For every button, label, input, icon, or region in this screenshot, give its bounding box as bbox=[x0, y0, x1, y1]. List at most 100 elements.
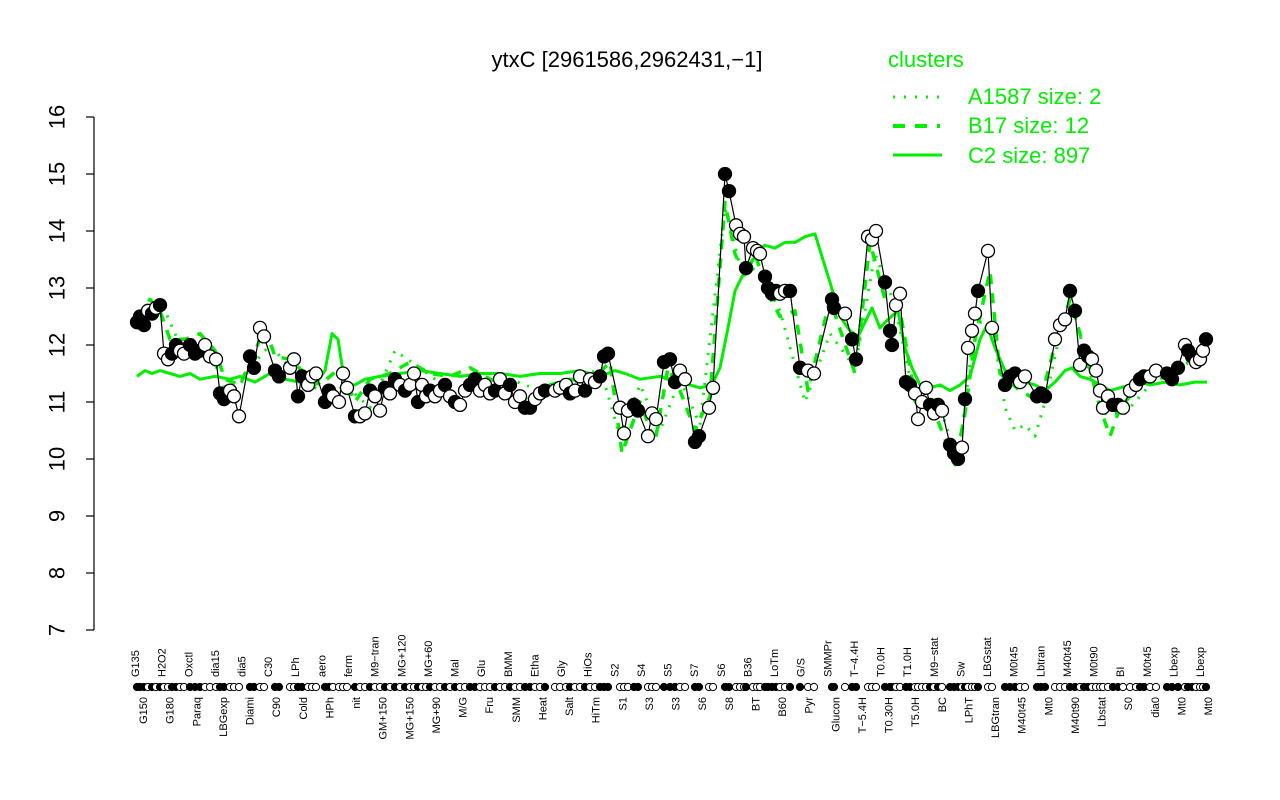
data-point bbox=[136, 317, 152, 333]
x-tick-label: dia15 bbox=[210, 650, 222, 677]
x-tick-label: M/G bbox=[458, 697, 470, 718]
x-condition-mark bbox=[851, 682, 861, 692]
x-tick-label: aero bbox=[316, 655, 328, 677]
x-tick-label: ferm bbox=[343, 655, 355, 677]
y-tick-label: 9 bbox=[45, 510, 70, 522]
data-point bbox=[1047, 332, 1063, 347]
data-point bbox=[960, 340, 976, 356]
data-point bbox=[1062, 283, 1078, 299]
data-point bbox=[892, 286, 908, 301]
x-condition-mark bbox=[603, 682, 613, 692]
x-tick-label: H2O2 bbox=[157, 648, 169, 677]
x-tick-label: GM+150 bbox=[378, 697, 390, 740]
x-tick-label: Etha bbox=[529, 653, 541, 677]
x-tick-label: S4 bbox=[636, 664, 648, 677]
x-tick-label: LBGexp bbox=[218, 697, 230, 737]
x-condition-mark bbox=[633, 682, 643, 692]
x-tick-label: S2 bbox=[609, 664, 621, 677]
x-tick-label: Lbtran bbox=[1035, 646, 1047, 677]
data-point bbox=[331, 394, 347, 410]
data-point bbox=[372, 403, 388, 418]
data-point bbox=[884, 337, 900, 353]
x-tick-label: Pyr bbox=[804, 697, 816, 714]
data-point bbox=[290, 389, 306, 404]
x-tick-label: LPhT bbox=[963, 697, 975, 724]
x-tick-label: S1 bbox=[617, 697, 629, 710]
data-point bbox=[721, 183, 737, 199]
x-tick-label: C90 bbox=[271, 697, 283, 717]
data-point bbox=[502, 377, 518, 393]
data-point bbox=[648, 411, 664, 427]
data-point bbox=[406, 366, 422, 381]
x-condition-mark bbox=[840, 682, 850, 692]
x-tick-label: Heat bbox=[537, 697, 549, 720]
x-condition-mark bbox=[795, 682, 805, 692]
data-point bbox=[736, 229, 752, 244]
data-point bbox=[964, 323, 980, 338]
x-tick-label: Mt0 bbox=[1203, 697, 1215, 715]
data-point bbox=[934, 403, 950, 418]
x-tick-label: Mt0 bbox=[1043, 697, 1055, 715]
data-point bbox=[677, 372, 693, 387]
x-tick-label: Lbstat bbox=[1097, 697, 1109, 727]
x-condition-mark bbox=[540, 682, 550, 692]
data-point bbox=[1037, 389, 1053, 404]
y-tick-label: 8 bbox=[45, 567, 70, 579]
x-tick-label: SMMPr bbox=[822, 640, 834, 677]
x-tick-label: M40t45 bbox=[1017, 697, 1029, 734]
data-point bbox=[1115, 400, 1131, 415]
data-point bbox=[1088, 363, 1104, 378]
x-tick-label: C30 bbox=[263, 657, 275, 677]
data-point bbox=[357, 406, 373, 421]
x-condition-mark bbox=[809, 682, 819, 692]
x-tick-label: Oxctl bbox=[183, 652, 195, 677]
x-tick-label: BT bbox=[750, 697, 762, 711]
data-point bbox=[837, 306, 853, 321]
x-tick-label: Lbexp bbox=[1195, 647, 1207, 677]
x-tick-label: M40t45 bbox=[1062, 640, 1074, 677]
x-tick-label: T−5.4H bbox=[857, 697, 869, 733]
x-condition-mark bbox=[311, 682, 321, 692]
x-tick-label: B36 bbox=[742, 657, 754, 677]
data-point bbox=[271, 369, 287, 384]
x-tick-label: M0t45 bbox=[1009, 646, 1021, 677]
x-tick-label: MG+90 bbox=[431, 697, 443, 733]
x-tick-label: Mt0 bbox=[1176, 697, 1188, 715]
legend-entry-b17: B17 size: 12 bbox=[968, 113, 1089, 138]
x-condition-mark bbox=[1151, 682, 1161, 692]
legend-entry-a1587: A1587 size: 2 bbox=[968, 84, 1101, 109]
data-point bbox=[848, 352, 864, 367]
y-tick-label: 16 bbox=[45, 105, 70, 129]
x-condition-mark bbox=[829, 682, 839, 692]
cluster-line-dashed bbox=[135, 200, 1208, 467]
x-condition-mark bbox=[1173, 682, 1183, 692]
x-condition-mark bbox=[741, 682, 751, 692]
data-point bbox=[967, 306, 983, 321]
data-point bbox=[752, 246, 768, 261]
x-tick-label: Sw bbox=[955, 662, 967, 677]
data-point bbox=[339, 380, 355, 395]
data-point bbox=[868, 223, 884, 239]
data-point bbox=[691, 429, 707, 444]
data-point bbox=[630, 403, 646, 418]
x-tick-label: T0.0H bbox=[876, 647, 888, 677]
x-axis-condition-marks bbox=[132, 682, 1211, 692]
x-tick-label: Mal bbox=[450, 659, 462, 677]
x-tick-label: dia0 bbox=[1150, 697, 1162, 718]
x-condition-mark bbox=[234, 682, 244, 692]
x-tick-label: Fru bbox=[484, 697, 496, 714]
x-tick-label: Diami bbox=[245, 697, 257, 725]
data-point bbox=[1170, 360, 1186, 375]
x-tick-label: SMM bbox=[511, 697, 523, 723]
chart-title: ytxC [2961586,2962431,−1] bbox=[492, 47, 763, 72]
x-tick-label: Cold bbox=[298, 697, 310, 720]
data-point bbox=[256, 329, 272, 344]
y-tick-label: 7 bbox=[45, 624, 70, 636]
x-tick-label: MG+150 bbox=[404, 697, 416, 740]
data-point bbox=[954, 440, 970, 455]
data-point bbox=[367, 389, 383, 404]
x-condition-mark bbox=[1020, 682, 1030, 692]
x-condition-mark bbox=[274, 682, 284, 692]
x-condition-mark bbox=[724, 682, 734, 692]
x-tick-label: BMM bbox=[503, 651, 515, 677]
